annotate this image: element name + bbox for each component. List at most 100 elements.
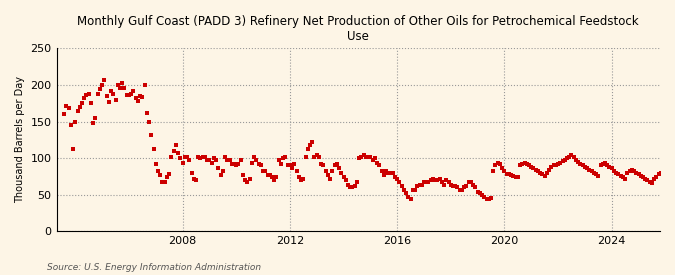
Point (320, 169, 331, 174)
Point (425, 178, 436, 182)
Point (83, 92, 94, 96)
Point (454, 188, 465, 192)
Point (660, 170, 671, 175)
Point (280, 155, 291, 159)
Point (555, 160, 566, 165)
Point (90, 116, 101, 120)
Point (242, 180, 253, 185)
Point (186, 170, 197, 175)
Point (365, 155, 376, 159)
Point (119, 86, 130, 90)
Point (521, 162, 532, 166)
Point (273, 158, 284, 163)
Point (633, 172, 644, 177)
Point (103, 100, 114, 104)
Point (566, 153, 577, 158)
Point (148, 147, 159, 152)
Point (475, 191, 485, 196)
Point (367, 158, 378, 163)
Point (132, 99, 143, 103)
Point (595, 163, 606, 168)
Point (667, 177, 675, 181)
Point (219, 155, 230, 159)
Point (248, 155, 259, 159)
Point (441, 178, 452, 182)
Point (568, 155, 579, 159)
Point (461, 184, 472, 188)
Point (613, 172, 624, 177)
Point (626, 168, 637, 172)
Point (265, 173, 275, 177)
Point (217, 169, 228, 174)
Point (664, 174, 675, 179)
Point (63, 106, 74, 111)
Point (362, 155, 373, 159)
Point (645, 179, 655, 184)
Point (584, 168, 595, 172)
Point (255, 163, 266, 168)
Point (262, 173, 273, 177)
Point (130, 96, 141, 100)
Point (398, 188, 409, 192)
Point (213, 166, 223, 170)
Point (589, 170, 599, 175)
Point (531, 168, 541, 172)
Point (383, 170, 394, 175)
Point (570, 157, 581, 162)
Point (651, 175, 661, 179)
Point (472, 190, 483, 194)
Point (311, 153, 322, 158)
Point (577, 163, 588, 168)
Point (229, 162, 240, 166)
Point (485, 196, 496, 200)
Point (468, 182, 479, 187)
Point (427, 177, 438, 181)
Point (548, 163, 559, 168)
Point (410, 188, 421, 192)
Point (403, 195, 414, 199)
Point (490, 163, 501, 168)
Point (394, 180, 405, 185)
Point (602, 163, 613, 168)
Point (624, 169, 635, 174)
Point (640, 177, 651, 181)
Point (157, 180, 168, 185)
Point (146, 133, 157, 137)
Point (117, 81, 128, 86)
Point (269, 178, 279, 182)
Point (354, 156, 364, 160)
Point (347, 185, 358, 190)
Point (316, 162, 327, 166)
Point (385, 170, 396, 175)
Point (155, 173, 165, 177)
Point (562, 156, 572, 160)
Point (526, 165, 537, 169)
Point (284, 163, 295, 168)
Point (611, 170, 622, 175)
Point (106, 89, 117, 93)
Point (309, 155, 320, 159)
Point (231, 163, 242, 168)
Point (291, 169, 302, 174)
Point (193, 155, 204, 159)
Point (70, 119, 81, 124)
Point (421, 180, 431, 185)
Point (405, 197, 416, 201)
Point (349, 184, 360, 188)
Point (142, 111, 153, 115)
Point (466, 180, 477, 185)
Point (135, 94, 146, 98)
Point (211, 158, 221, 163)
Point (289, 162, 300, 166)
Point (492, 160, 503, 165)
Point (215, 173, 226, 177)
Point (662, 172, 673, 177)
Point (591, 172, 601, 177)
Point (343, 182, 354, 187)
Point (251, 158, 262, 163)
Point (267, 175, 277, 179)
Point (446, 182, 456, 187)
Point (499, 169, 510, 174)
Point (333, 166, 344, 170)
Point (95, 86, 105, 91)
